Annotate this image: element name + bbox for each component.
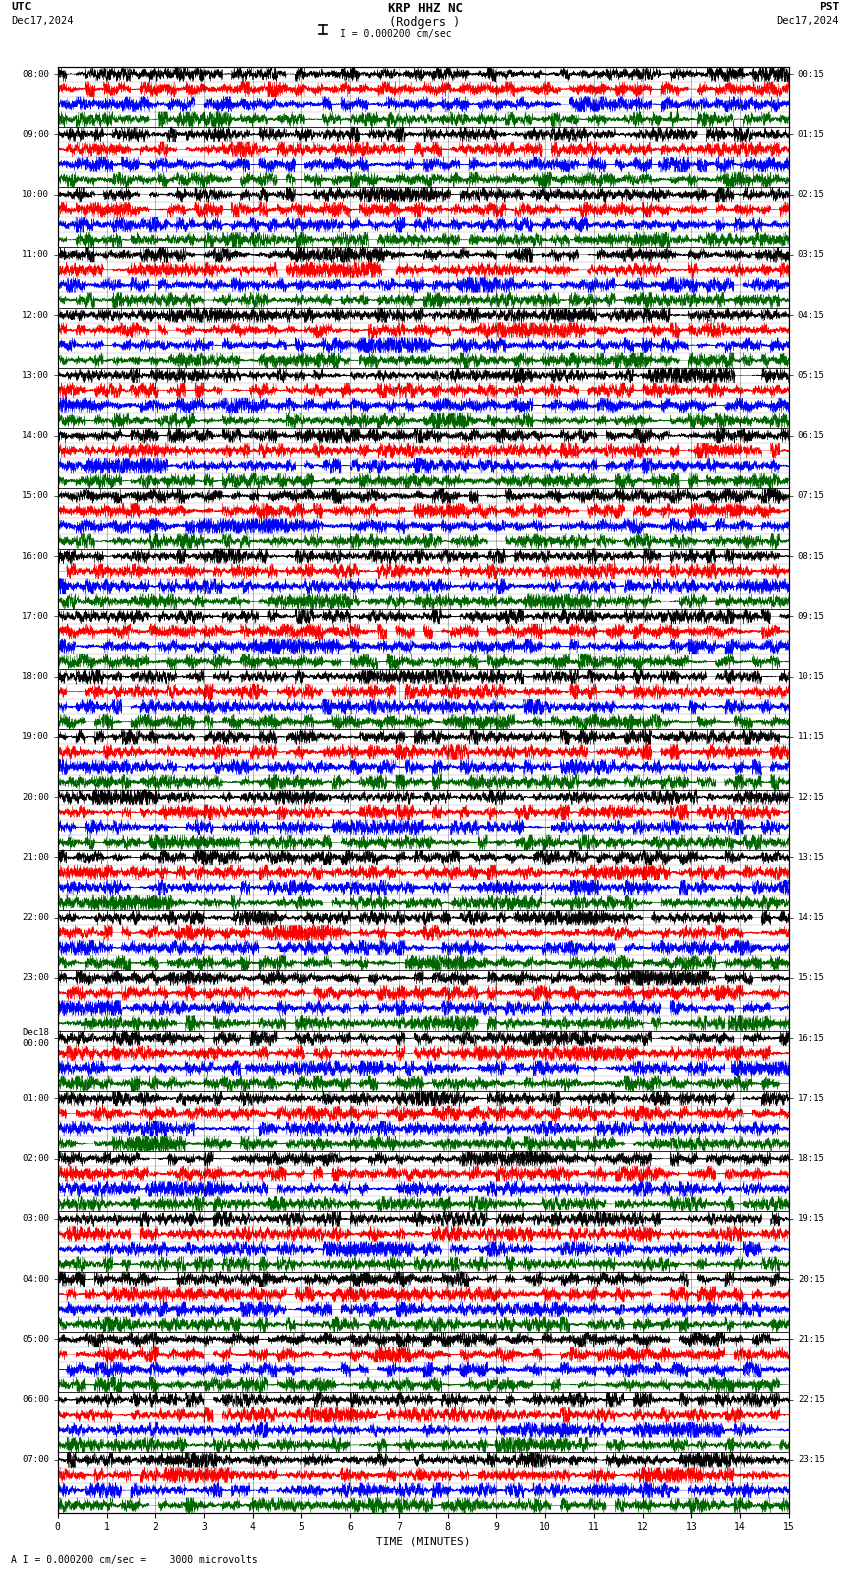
Text: (Rodgers ): (Rodgers ) (389, 16, 461, 29)
Text: Dec17,2024: Dec17,2024 (776, 16, 839, 25)
Text: KRP HHZ NC: KRP HHZ NC (388, 2, 462, 16)
Text: Dec17,2024: Dec17,2024 (11, 16, 74, 25)
Text: UTC: UTC (11, 2, 31, 13)
Text: A I = 0.000200 cm/sec =    3000 microvolts: A I = 0.000200 cm/sec = 3000 microvolts (11, 1555, 258, 1565)
Text: I = 0.000200 cm/sec: I = 0.000200 cm/sec (340, 29, 451, 38)
Text: PST: PST (819, 2, 839, 13)
X-axis label: TIME (MINUTES): TIME (MINUTES) (376, 1536, 471, 1546)
